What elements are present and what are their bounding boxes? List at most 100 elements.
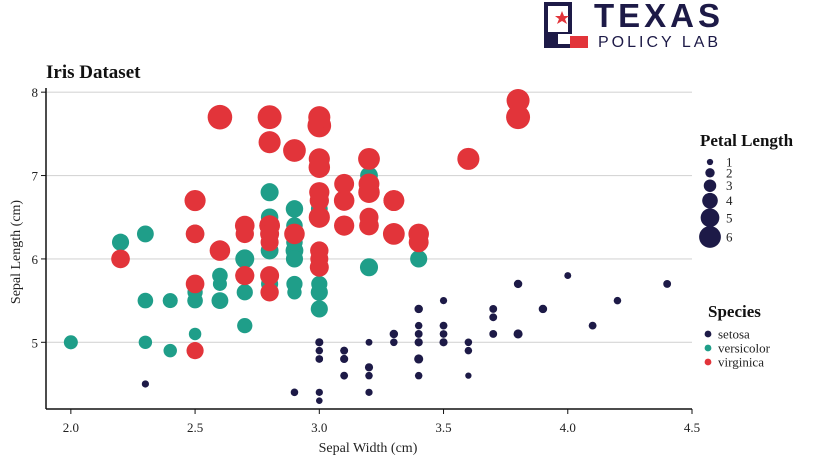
point-versicolor	[138, 335, 153, 350]
point-versicolor	[237, 317, 253, 334]
point-setosa	[439, 330, 448, 338]
species-legend-title: Species	[708, 302, 761, 321]
x-tick-label: 3.0	[311, 420, 327, 435]
point-virginica	[382, 223, 405, 245]
point-setosa	[439, 296, 448, 305]
point-versicolor	[359, 258, 379, 277]
point-setosa	[513, 279, 523, 289]
point-setosa	[439, 338, 448, 347]
x-tick-label: 3.5	[435, 420, 451, 435]
point-virginica	[333, 190, 355, 211]
point-versicolor	[137, 292, 154, 309]
point-virginica	[506, 105, 531, 130]
point-virginica	[506, 88, 530, 113]
point-virginica	[309, 207, 329, 227]
point-versicolor	[111, 233, 130, 251]
size-legend-label: 4	[726, 193, 733, 208]
size-legend-label: 1	[726, 155, 733, 170]
point-virginica	[260, 266, 280, 286]
point-versicolor	[211, 292, 229, 310]
point-virginica	[359, 215, 379, 236]
point-versicolor	[187, 292, 203, 309]
point-setosa	[340, 371, 349, 380]
point-setosa	[340, 346, 349, 355]
point-versicolor	[285, 200, 304, 218]
point-virginica	[257, 105, 282, 130]
point-versicolor	[236, 284, 253, 301]
y-tick-label: 6	[32, 252, 39, 267]
size-legend-label: 3	[726, 178, 733, 193]
point-setosa	[141, 380, 149, 388]
point-setosa	[316, 397, 323, 404]
x-tick-label: 4.0	[560, 420, 576, 435]
point-virginica	[260, 283, 279, 302]
species-legend-label: setosa	[718, 327, 750, 342]
point-versicolor	[310, 300, 328, 318]
point-virginica	[235, 224, 254, 244]
species-legend-label: versicolor	[718, 341, 771, 356]
size-legend-marker	[702, 192, 718, 209]
logo-text-top: TEXAS	[594, 0, 724, 34]
data-points	[63, 88, 672, 404]
point-virginica	[284, 223, 305, 245]
point-versicolor	[235, 249, 255, 269]
point-setosa	[489, 313, 498, 322]
point-versicolor	[188, 327, 202, 341]
point-setosa	[414, 354, 424, 364]
point-virginica	[308, 106, 331, 129]
logo-mark	[544, 2, 588, 48]
point-virginica	[308, 148, 330, 170]
size-legend-marker	[699, 226, 721, 248]
point-virginica	[260, 224, 280, 244]
point-setosa	[364, 363, 374, 372]
point-virginica	[334, 174, 354, 194]
point-setosa	[315, 388, 323, 396]
point-setosa	[439, 321, 448, 330]
size-legend-marker	[700, 208, 720, 228]
point-virginica	[185, 274, 205, 294]
chart-title: Iris Dataset	[46, 62, 141, 83]
x-axis-label: Sepal Width (cm)	[319, 441, 418, 456]
point-virginica	[184, 189, 206, 212]
point-setosa	[365, 371, 373, 380]
point-setosa	[464, 346, 473, 355]
point-versicolor	[136, 225, 154, 243]
point-virginica	[358, 147, 380, 170]
point-virginica	[111, 249, 130, 269]
point-versicolor	[410, 250, 428, 268]
series-virginica	[111, 88, 531, 360]
point-virginica	[457, 147, 480, 170]
point-setosa	[365, 338, 373, 346]
point-setosa	[539, 305, 547, 313]
point-setosa	[489, 305, 498, 313]
point-versicolor	[260, 183, 279, 202]
size-legend-marker	[706, 158, 714, 166]
species-legend-marker	[704, 358, 712, 366]
point-setosa	[663, 280, 672, 288]
point-setosa	[315, 338, 324, 347]
point-virginica	[185, 224, 205, 244]
point-versicolor	[63, 335, 78, 350]
point-setosa	[414, 371, 423, 380]
point-setosa	[290, 388, 299, 397]
point-virginica	[207, 104, 233, 130]
point-setosa	[465, 372, 472, 379]
point-virginica	[309, 257, 329, 277]
point-versicolor	[285, 250, 304, 268]
point-virginica	[209, 240, 231, 261]
point-virginica	[258, 131, 281, 154]
y-axis-label: Sepal Length (cm)	[9, 200, 24, 305]
y-tick-label: 7	[32, 169, 39, 184]
point-versicolor	[212, 267, 228, 284]
point-setosa	[464, 338, 473, 347]
point-setosa	[414, 330, 423, 338]
texas-policy-lab-logo: TEXAS POLICY LAB	[544, 0, 724, 51]
point-setosa	[414, 338, 423, 347]
size-legend-label: 2	[726, 165, 733, 180]
axes: 2.0 2.5 3.0 3.5 4.0 4.5 5 6 7 8	[32, 85, 701, 435]
x-tick-label: 4.5	[684, 420, 700, 435]
point-setosa	[513, 329, 523, 339]
